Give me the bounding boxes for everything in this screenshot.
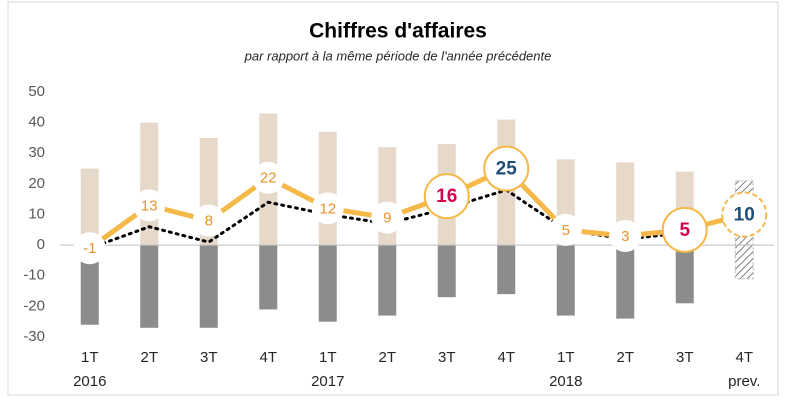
y-tick-label: 50 (28, 83, 45, 100)
data-label: 13 (141, 197, 158, 214)
y-tick-label: 30 (28, 144, 45, 161)
x-group-label: prev. (728, 373, 760, 390)
bar (497, 245, 516, 295)
data-label: 16 (436, 186, 457, 207)
x-tick-label: 2T (616, 349, 634, 366)
y-tick-label: 10 (28, 205, 45, 222)
x-tick-label: 2T (378, 349, 396, 366)
y-tick-label: 0 (37, 236, 45, 253)
data-label: 10 (734, 205, 755, 226)
bar (318, 245, 337, 322)
x-tick-label: 1T (319, 349, 337, 366)
label-bubble (423, 173, 470, 220)
x-tick-label: 1T (557, 349, 575, 366)
label-bubble (549, 213, 582, 246)
data-label: 12 (319, 200, 336, 217)
x-group-label: 2016 (73, 373, 106, 390)
label-bubble (371, 201, 404, 234)
data-label: -1 (83, 240, 96, 257)
data-label: 5 (679, 220, 690, 241)
x-tick-label: 3T (200, 349, 218, 366)
label-bubble (483, 145, 530, 192)
bar (378, 245, 397, 316)
data-label: 25 (496, 159, 518, 180)
x-tick-label: 4T (259, 349, 277, 366)
bar (556, 245, 575, 316)
x-tick-label: 2T (140, 349, 158, 366)
x-group-label: 2017 (311, 373, 344, 390)
data-label: 22 (260, 170, 277, 187)
data-label: 9 (383, 210, 391, 227)
data-label: 5 (562, 222, 570, 239)
x-tick-label: 1T (81, 349, 99, 366)
label-bubble (73, 232, 106, 265)
y-tick-label: -10 (23, 267, 45, 284)
y-tick-label: 40 (28, 114, 45, 131)
bar (318, 131, 337, 246)
x-tick-label: 3T (676, 349, 694, 366)
label-bubble (609, 219, 642, 252)
x-tick-label: 4T (497, 349, 515, 366)
label-bubble (252, 161, 285, 194)
x-tick-label: 3T (438, 349, 456, 366)
label-bubble (661, 206, 708, 253)
label-bubble (721, 191, 768, 238)
x-group-label: 2018 (549, 373, 582, 390)
data-label: 8 (205, 213, 213, 230)
x-tick-label: 4T (735, 349, 753, 366)
bar (80, 168, 99, 246)
bar (734, 244, 754, 280)
bar (140, 245, 159, 328)
label-bubble (311, 192, 344, 225)
bar (616, 245, 635, 319)
bar (80, 245, 99, 325)
y-tick-label: -30 (23, 328, 45, 345)
chart-subtitle: par rapport à la même période de l'année… (244, 48, 552, 63)
label-bubble (133, 189, 166, 222)
chart-title: Chiffres d'affaires (309, 20, 487, 43)
bar (437, 245, 456, 298)
data-label: 3 (621, 228, 629, 245)
y-tick-label: -20 (23, 297, 45, 314)
bar (675, 245, 694, 304)
y-tick-label: 20 (28, 175, 45, 192)
bar (259, 245, 278, 310)
label-bubble (192, 204, 225, 237)
bar (199, 245, 218, 328)
